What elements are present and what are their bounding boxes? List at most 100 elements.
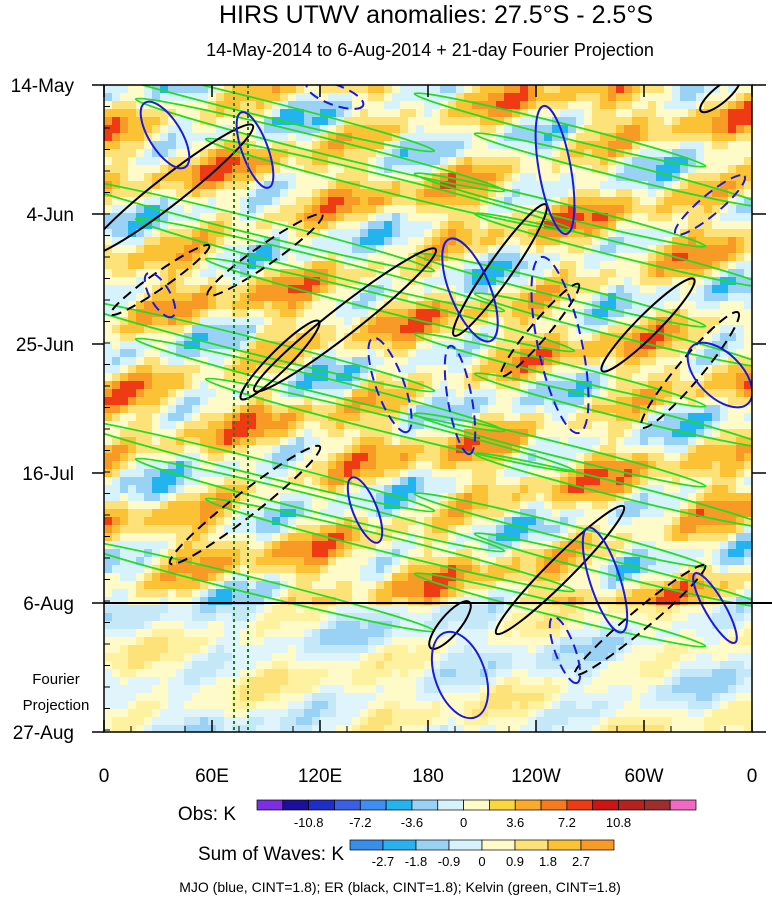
- heat-cell: [176, 509, 185, 518]
- heat-cell: [400, 461, 409, 470]
- heat-cell: [240, 437, 249, 446]
- heat-cell: [184, 293, 193, 302]
- heat-cell: [200, 453, 209, 462]
- heat-cell: [312, 293, 321, 302]
- heat-cell: [168, 325, 177, 334]
- heat-cell: [344, 269, 353, 278]
- heat-cell: [400, 117, 409, 126]
- heat-cell: [720, 565, 729, 574]
- heat-cell: [672, 285, 681, 294]
- heat-cell: [656, 213, 665, 222]
- heat-cell: [200, 469, 209, 478]
- heat-cell: [424, 389, 433, 398]
- heat-cell: [576, 405, 585, 414]
- heat-cell: [656, 221, 665, 230]
- heat-cell: [480, 245, 489, 254]
- heat-cell: [208, 349, 217, 358]
- heat-cell: [136, 317, 145, 326]
- heat-cell: [296, 565, 305, 574]
- heat-cell: [424, 437, 433, 446]
- heat-cell: [456, 557, 465, 566]
- heat-cell: [616, 293, 625, 302]
- heat-cell: [384, 365, 393, 374]
- heat-cell: [664, 93, 673, 102]
- heat-cell: [560, 181, 569, 190]
- heat-cell: [144, 373, 153, 382]
- heat-cell: [160, 541, 169, 550]
- heat-cell: [432, 413, 441, 422]
- heat-cell: [432, 325, 441, 334]
- heat-cell: [352, 461, 361, 470]
- heat-cell: [736, 125, 745, 134]
- heat-cell: [376, 293, 385, 302]
- heat-cell: [136, 557, 145, 566]
- heat-cell: [504, 221, 513, 230]
- heat-cell: [720, 85, 729, 94]
- heat-cell: [288, 381, 297, 390]
- heat-cell: [576, 373, 585, 382]
- heat-cell: [568, 477, 577, 486]
- heat-cell: [240, 285, 249, 294]
- heat-cell: [368, 341, 377, 350]
- heat-cell: [552, 541, 561, 550]
- heat-cell: [608, 541, 617, 550]
- heat-cell: [104, 477, 113, 486]
- heat-cell: [224, 373, 233, 382]
- heat-cell: [680, 461, 689, 470]
- heat-cell: [192, 565, 201, 574]
- heat-cell: [264, 341, 273, 350]
- heat-cell: [208, 573, 217, 582]
- heat-cell: [608, 117, 617, 126]
- heat-cell: [400, 421, 409, 430]
- heat-cell: [448, 573, 457, 582]
- heat-cell: [528, 373, 537, 382]
- heat-cell: [400, 477, 409, 486]
- heat-cell: [560, 317, 569, 326]
- heat-cell: [536, 325, 545, 334]
- heat-cell: [336, 389, 345, 398]
- heat-cell: [712, 509, 721, 518]
- heat-cell: [656, 445, 665, 454]
- heat-cell: [576, 413, 585, 422]
- heat-cell: [592, 453, 601, 462]
- heat-cell: [472, 549, 481, 558]
- heat-cell: [504, 197, 513, 206]
- heat-cell: [720, 309, 729, 318]
- heat-cell: [520, 405, 529, 414]
- heat-cell: [688, 445, 697, 454]
- heat-cell: [472, 469, 481, 478]
- heat-cell: [432, 293, 441, 302]
- heat-cell: [328, 493, 337, 502]
- heat-cell: [120, 325, 129, 334]
- heat-cell: [464, 149, 473, 158]
- heat-cell: [176, 453, 185, 462]
- heat-cell: [504, 93, 513, 102]
- heat-cell: [128, 533, 137, 542]
- heat-cell: [744, 461, 752, 470]
- heat-cell: [616, 373, 625, 382]
- heat-cell: [176, 237, 185, 246]
- heat-cell: [640, 181, 649, 190]
- heat-cell: [656, 429, 665, 438]
- heat-cell: [400, 205, 409, 214]
- heat-cell: [712, 277, 721, 286]
- heat-cell: [392, 205, 401, 214]
- heat-cell: [624, 429, 633, 438]
- heat-cell: [104, 517, 113, 526]
- heat-cell: [512, 509, 521, 518]
- heat-cell: [664, 309, 673, 318]
- heat-cell: [680, 237, 689, 246]
- heat-cell: [168, 285, 177, 294]
- heat-cell: [432, 565, 441, 574]
- heat-cell: [736, 93, 745, 102]
- heat-cell: [272, 453, 281, 462]
- heat-cell: [256, 213, 265, 222]
- heat-cell: [240, 445, 249, 454]
- heat-cell: [720, 429, 729, 438]
- heat-cell: [424, 381, 433, 390]
- heat-cell: [664, 189, 673, 198]
- heat-cell: [120, 189, 129, 198]
- heat-cell: [744, 317, 752, 326]
- heat-cell: [512, 277, 521, 286]
- heat-cell: [208, 229, 217, 238]
